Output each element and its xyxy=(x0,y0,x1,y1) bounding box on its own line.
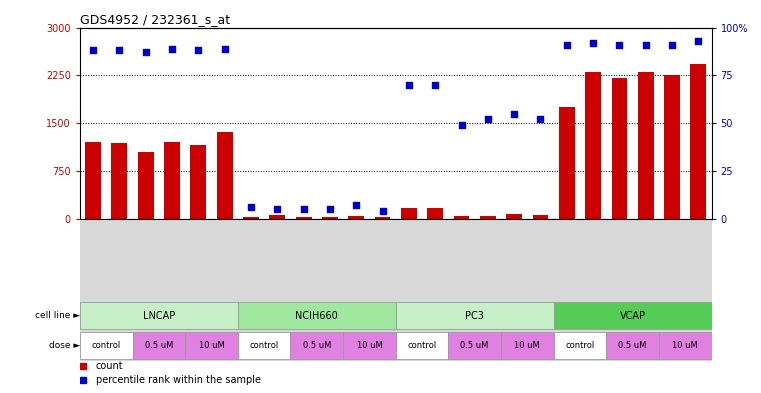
Bar xyxy=(291,332,343,359)
Point xyxy=(534,116,546,122)
Bar xyxy=(237,302,396,329)
Point xyxy=(613,42,626,48)
Point xyxy=(587,40,599,46)
Point xyxy=(113,47,126,53)
Point xyxy=(666,42,678,48)
Bar xyxy=(638,72,654,219)
Bar xyxy=(243,217,259,219)
Bar xyxy=(396,332,448,359)
Bar xyxy=(138,152,154,219)
Point xyxy=(350,202,362,208)
Bar xyxy=(428,208,443,219)
Bar xyxy=(612,79,627,219)
Bar xyxy=(80,302,238,329)
Text: VCAP: VCAP xyxy=(619,310,645,321)
Point xyxy=(455,122,467,128)
Bar xyxy=(396,302,554,329)
Bar xyxy=(164,142,180,219)
Bar xyxy=(80,332,132,359)
Point xyxy=(429,82,441,88)
Bar xyxy=(322,217,338,219)
Text: 0.5 uM: 0.5 uM xyxy=(303,341,331,350)
Point xyxy=(298,206,310,212)
Bar xyxy=(296,217,311,219)
Text: 10 uM: 10 uM xyxy=(199,341,224,350)
Text: control: control xyxy=(91,341,121,350)
Bar xyxy=(554,302,712,329)
Bar xyxy=(217,132,233,219)
Point xyxy=(139,49,151,55)
Point xyxy=(193,47,205,53)
Text: GDS4952 / 232361_s_at: GDS4952 / 232361_s_at xyxy=(80,13,230,26)
Bar xyxy=(237,332,291,359)
Text: dose ►: dose ► xyxy=(49,341,80,350)
Text: 0.5 uM: 0.5 uM xyxy=(145,341,173,350)
Text: control: control xyxy=(250,341,279,350)
Bar xyxy=(506,213,522,219)
Bar xyxy=(659,332,712,359)
Bar xyxy=(190,145,206,219)
Point xyxy=(640,42,652,48)
Bar xyxy=(690,64,706,219)
Bar xyxy=(480,216,495,219)
Bar xyxy=(454,217,470,219)
Bar xyxy=(112,143,127,219)
Bar xyxy=(374,217,390,219)
Point xyxy=(403,82,415,88)
Text: count: count xyxy=(96,361,123,371)
Bar xyxy=(401,208,417,219)
Bar xyxy=(554,332,607,359)
Bar xyxy=(349,217,365,219)
Bar xyxy=(559,107,575,219)
Bar xyxy=(132,332,185,359)
Point xyxy=(377,208,389,214)
Point xyxy=(508,110,521,117)
Bar xyxy=(343,332,396,359)
Bar xyxy=(85,142,101,219)
Bar xyxy=(185,332,237,359)
Bar xyxy=(269,215,285,219)
Text: 0.5 uM: 0.5 uM xyxy=(619,341,647,350)
Point xyxy=(482,116,494,122)
Text: NCIH660: NCIH660 xyxy=(295,310,338,321)
Text: percentile rank within the sample: percentile rank within the sample xyxy=(96,375,261,385)
Point xyxy=(561,42,573,48)
Text: LNCAP: LNCAP xyxy=(143,310,175,321)
Point xyxy=(245,204,257,210)
Point xyxy=(693,38,705,44)
Point xyxy=(87,47,99,53)
Bar xyxy=(501,332,554,359)
Text: PC3: PC3 xyxy=(465,310,484,321)
Bar xyxy=(585,72,601,219)
Point xyxy=(324,206,336,212)
Bar xyxy=(533,215,549,219)
Text: control: control xyxy=(407,341,437,350)
Bar xyxy=(448,332,501,359)
Text: cell line ►: cell line ► xyxy=(35,311,80,320)
Bar xyxy=(607,332,659,359)
Text: 0.5 uM: 0.5 uM xyxy=(460,341,489,350)
Text: 10 uM: 10 uM xyxy=(356,341,382,350)
Text: control: control xyxy=(565,341,594,350)
Text: 10 uM: 10 uM xyxy=(672,341,698,350)
Point xyxy=(218,45,231,51)
Point xyxy=(166,45,178,51)
Bar xyxy=(664,75,680,219)
Text: 10 uM: 10 uM xyxy=(514,341,540,350)
Point xyxy=(271,206,283,212)
